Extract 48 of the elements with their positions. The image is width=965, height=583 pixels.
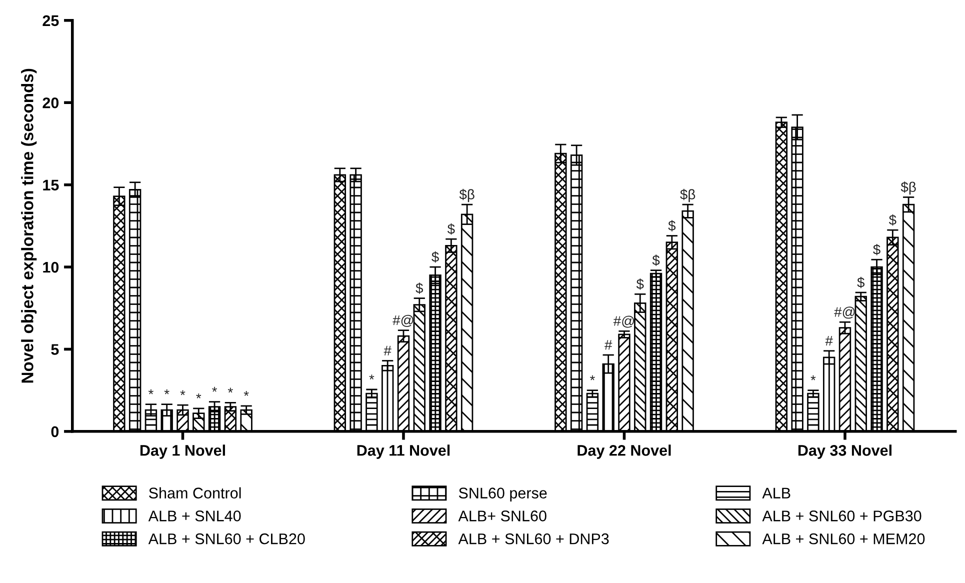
- data-label: $: [857, 276, 865, 288]
- x-tick-label: Day 33 Novel: [798, 444, 892, 459]
- data-label: *: [810, 375, 816, 380]
- data-label: *: [212, 386, 218, 392]
- x-tick-label: Day 22 Novel: [578, 444, 671, 459]
- data-label: *: [196, 394, 202, 398]
- legend-label: ALB: [762, 488, 790, 498]
- data-label: $: [636, 278, 644, 290]
- y-tick-label: 0: [51, 426, 59, 438]
- data-label: $: [652, 254, 660, 266]
- legend-label: Sham Control: [149, 487, 241, 498]
- y-tick-label: 10: [43, 262, 59, 273]
- data-label: $: [447, 223, 455, 235]
- data-label: $β: [680, 188, 696, 202]
- data-label: *: [369, 374, 374, 380]
- data-label: *: [590, 375, 595, 380]
- data-label: #: [384, 346, 392, 356]
- data-label: $β: [900, 182, 916, 195]
- data-label: #@: [392, 314, 414, 327]
- data-label: $: [432, 251, 439, 263]
- data-label: *: [228, 388, 233, 393]
- data-label: *: [164, 389, 170, 394]
- data-label: #: [604, 340, 612, 350]
- data-label: *: [148, 389, 154, 394]
- y-tick-label: 25: [42, 15, 59, 26]
- data-label: $: [668, 220, 676, 232]
- data-label: #@: [613, 316, 634, 328]
- x-tick-label: Day 11 Novel: [357, 444, 450, 459]
- data-label: #@: [834, 306, 855, 319]
- data-label: #: [825, 336, 833, 346]
- y-tick-label: 5: [51, 344, 59, 355]
- data-label: $: [888, 214, 896, 226]
- legend-label: ALB + SNL60 + MEM20: [762, 533, 925, 544]
- legend-label: ALB + SNL60 + PGB30: [762, 510, 922, 522]
- data-label: *: [180, 390, 186, 396]
- y-tick-label: 15: [43, 180, 59, 190]
- legend-label: SNL60 perse: [458, 488, 547, 502]
- legend-label: ALB + SNL60 + DNP3: [458, 533, 609, 544]
- data-label: $β: [459, 188, 474, 202]
- data-label: *: [244, 391, 249, 396]
- legend-label: ALB + SNL60 + CLB20: [148, 533, 305, 544]
- y-tick-label: 20: [42, 97, 59, 108]
- y-axis-title: Novel object exploration time (seconds): [21, 68, 37, 383]
- legend-label: ALB + SNL40: [148, 510, 241, 522]
- data-label: $: [873, 244, 880, 256]
- data-label: $: [416, 282, 424, 294]
- legend-label: ALB+ SNL60: [458, 510, 546, 522]
- x-tick-label: Day 1 Novel: [140, 444, 225, 459]
